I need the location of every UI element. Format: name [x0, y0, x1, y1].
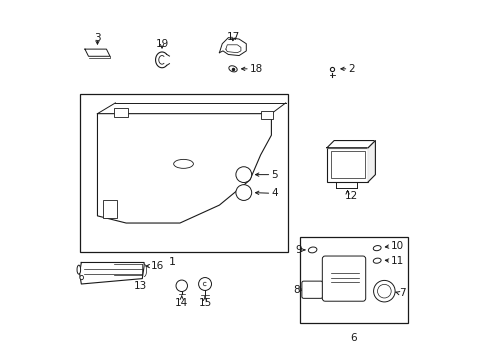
- Text: 19: 19: [155, 40, 168, 49]
- Bar: [113, 108, 128, 117]
- Text: 15: 15: [198, 298, 211, 308]
- Text: 13: 13: [134, 281, 147, 291]
- Text: 8: 8: [292, 285, 299, 295]
- Polygon shape: [367, 140, 375, 182]
- Text: 9: 9: [295, 245, 301, 255]
- Text: 5: 5: [271, 170, 278, 180]
- Text: 4: 4: [271, 188, 278, 198]
- Text: 3: 3: [94, 33, 101, 43]
- Bar: [260, 111, 273, 119]
- Ellipse shape: [228, 66, 237, 72]
- Text: 2: 2: [348, 64, 354, 74]
- Ellipse shape: [173, 159, 193, 168]
- Text: 17: 17: [226, 32, 240, 41]
- Bar: [80, 94, 287, 252]
- Ellipse shape: [80, 275, 83, 280]
- Text: 12: 12: [344, 191, 357, 201]
- Text: 10: 10: [390, 241, 403, 251]
- Text: 18: 18: [249, 64, 263, 74]
- Ellipse shape: [77, 265, 81, 274]
- Polygon shape: [326, 140, 375, 148]
- Text: 6: 6: [350, 333, 356, 343]
- Ellipse shape: [373, 280, 394, 302]
- Bar: [330, 150, 365, 178]
- Ellipse shape: [377, 284, 390, 298]
- Text: 1: 1: [169, 257, 176, 267]
- FancyBboxPatch shape: [301, 281, 322, 298]
- Circle shape: [235, 185, 251, 201]
- Text: 14: 14: [175, 298, 188, 308]
- FancyBboxPatch shape: [322, 256, 365, 301]
- Polygon shape: [85, 49, 110, 56]
- Bar: [300, 237, 407, 323]
- Bar: [102, 200, 117, 218]
- Circle shape: [176, 280, 187, 292]
- Polygon shape: [80, 262, 144, 284]
- Ellipse shape: [372, 246, 380, 251]
- Text: 11: 11: [390, 256, 403, 266]
- Ellipse shape: [308, 247, 316, 253]
- Circle shape: [198, 278, 211, 291]
- Text: 16: 16: [151, 261, 164, 271]
- Text: 7: 7: [398, 288, 405, 298]
- Circle shape: [235, 167, 251, 183]
- Bar: [326, 148, 367, 182]
- Ellipse shape: [372, 258, 380, 263]
